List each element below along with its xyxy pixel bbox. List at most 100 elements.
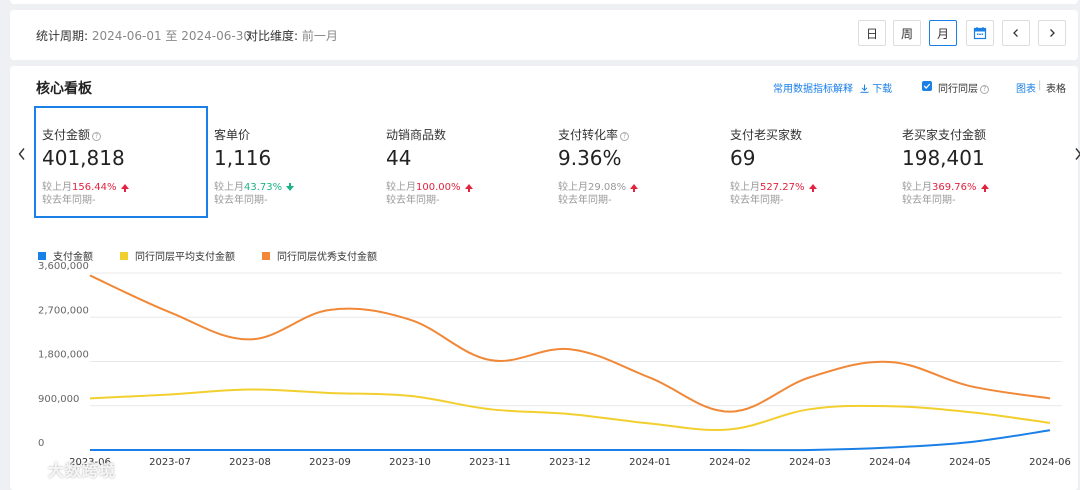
legend-item-payment[interactable]: 支付金额: [38, 248, 93, 263]
kpi-card-conversion-rate[interactable]: 支付转化率? 9.36% 较上月29.08% 较去年同期-: [558, 106, 718, 218]
kpi-compare-value: 43.73%: [244, 182, 283, 193]
kpi-compare-value: 29.08%: [588, 182, 627, 193]
kpi-card-avg-order[interactable]: 客单价 1,116 较上月43.73% 较去年同期-: [214, 106, 374, 218]
watermark: 大数跨境: [10, 457, 116, 481]
period-range[interactable]: 2024-06-01 至 2024-06-30: [91, 29, 251, 43]
kpi-name: 支付老买家数: [730, 128, 803, 142]
x-tick-label: 2024-03: [789, 457, 831, 468]
calendar-button[interactable]: [966, 20, 994, 46]
kpi-next-button[interactable]: [1072, 146, 1080, 165]
view-table-tab[interactable]: 表格: [1046, 84, 1066, 95]
peer-checkbox[interactable]: [922, 81, 932, 91]
legend-swatch: [38, 252, 46, 260]
legend-label: 同行同层优秀支付金额: [277, 252, 377, 263]
peer-checkbox-label: 同行同层?: [938, 80, 989, 95]
x-tick-label: 2024-06: [1029, 457, 1071, 468]
compare-filter: 对比维度: 前一月: [246, 27, 338, 44]
kpi-name-text: 支付金额: [42, 128, 91, 142]
chevron-left-icon: [1013, 29, 1018, 37]
core-dashboard-panel: 核心看板 常用数据指标解释 下载 同行同层? 图表 | 表格 支付金额? 401…: [10, 66, 1080, 490]
x-tick-label: 2023-12: [549, 457, 591, 468]
kpi-value: 69: [730, 146, 756, 170]
kpi-compare-label: 较上月: [42, 182, 72, 193]
x-tick-label: 2024-01: [629, 457, 671, 468]
legend-swatch: [262, 252, 270, 260]
series-line-peer-average: [89, 388, 1051, 431]
watermark-text: 大数跨境: [48, 461, 117, 480]
x-tick-label: 2023-08: [229, 457, 271, 468]
kpi-compare: 较上月369.76%: [902, 178, 989, 193]
kpi-name: 老买家支付金额: [902, 128, 987, 142]
kpi-name-text: 支付转化率: [558, 128, 619, 142]
series-line-payment: [90, 429, 1051, 452]
download-icon: [860, 84, 869, 93]
x-tick-label: 2024-05: [949, 457, 991, 468]
metric-explain-link[interactable]: 常用数据指标解释: [773, 84, 853, 95]
logo-icon: [11, 462, 42, 478]
kpi-yoy: 较去年同期-: [902, 195, 956, 206]
arrow-up-icon: [464, 184, 473, 192]
y-tick-label: 3,600,000: [38, 262, 89, 272]
chevron-right-icon: [1050, 29, 1055, 37]
kpi-compare: 较上月527.27%: [730, 178, 817, 193]
next-period-button[interactable]: [1038, 20, 1066, 46]
kpi-value: 198,401: [902, 146, 985, 170]
x-tick-label: 2024-02: [709, 457, 751, 468]
legend-swatch: [120, 252, 128, 260]
download-label: 下载: [872, 84, 893, 95]
compare-value[interactable]: 前一月: [301, 29, 338, 43]
kpi-compare: 较上月100.00%: [386, 178, 473, 193]
arrow-down-icon: [286, 183, 295, 191]
kpi-yoy: 较去年同期-: [730, 195, 784, 206]
y-tick-label: 0: [38, 438, 44, 449]
kpi-compare-label: 较上月: [730, 182, 760, 193]
top-strip: [10, 0, 1078, 4]
x-tick-label: 2023-11: [469, 457, 511, 468]
arrow-up-icon: [120, 184, 129, 192]
kpi-compare-value: 527.27%: [760, 182, 805, 193]
download-link[interactable]: 下载: [860, 80, 892, 95]
arrow-up-icon: [980, 184, 989, 192]
y-tick-label: 1,800,000: [38, 350, 89, 361]
kpi-name: 支付金额?: [42, 126, 102, 143]
kpi-compare-label: 较上月: [386, 182, 416, 193]
panel-title: 核心看板: [36, 81, 92, 97]
check-icon: [923, 83, 931, 89]
x-tick-label: 2023-07: [149, 457, 191, 468]
legend-item-peer-average[interactable]: 同行同层平均支付金额: [120, 248, 235, 263]
kpi-card-returning-buyer-amount[interactable]: 老买家支付金额 198,401 较上月369.76% 较去年同期-: [902, 106, 1062, 218]
kpi-name: 支付转化率?: [558, 126, 630, 143]
kpi-card-active-products[interactable]: 动销商品数 44 较上月100.00% 较去年同期-: [386, 106, 546, 218]
kpi-card-returning-buyers[interactable]: 支付老买家数 69 较上月527.27% 较去年同期-: [730, 106, 890, 218]
x-tick-label: 2023-09: [309, 457, 351, 468]
kpi-compare-value: 156.44%: [72, 182, 117, 193]
calendar-icon: [973, 27, 987, 40]
kpi-value: 44: [386, 146, 412, 170]
kpi-compare-label: 较上月: [558, 182, 588, 193]
arrow-up-icon: [808, 184, 817, 192]
kpi-yoy: 较去年同期-: [42, 195, 96, 206]
kpi-prev-button[interactable]: [16, 146, 28, 165]
kpi-name: 动销商品数: [386, 128, 447, 142]
question-circle-icon[interactable]: ?: [980, 85, 989, 94]
period-bar: 统计周期: 2024-06-01 至 2024-06-30 对比维度: 前一月 …: [10, 10, 1078, 60]
prev-period-button[interactable]: [1002, 20, 1030, 46]
day-button[interactable]: 日: [858, 20, 886, 46]
legend-label: 同行同层平均支付金额: [135, 252, 235, 263]
kpi-card-payment-amount[interactable]: 支付金额? 401,818 较上月156.44% 较去年同期-: [34, 106, 208, 218]
question-circle-icon[interactable]: ?: [620, 132, 630, 141]
legend-item-peer-excellent[interactable]: 同行同层优秀支付金额: [262, 248, 377, 263]
kpi-compare-value: 369.76%: [932, 182, 977, 193]
kpi-compare: 较上月29.08%: [558, 178, 639, 193]
view-separator: |: [1038, 80, 1042, 91]
series-line-peer-excellent: [89, 274, 1051, 413]
month-button[interactable]: 月: [929, 20, 957, 46]
question-circle-icon[interactable]: ?: [92, 132, 102, 141]
kpi-compare-label: 较上月: [214, 182, 244, 193]
kpi-name: 客单价: [214, 128, 251, 142]
kpi-compare-value: 100.00%: [416, 182, 461, 193]
peer-label-text: 同行同层: [938, 84, 978, 95]
kpi-compare: 较上月43.73%: [214, 178, 295, 193]
view-chart-tab[interactable]: 图表: [1016, 84, 1036, 95]
week-button[interactable]: 周: [893, 20, 921, 46]
